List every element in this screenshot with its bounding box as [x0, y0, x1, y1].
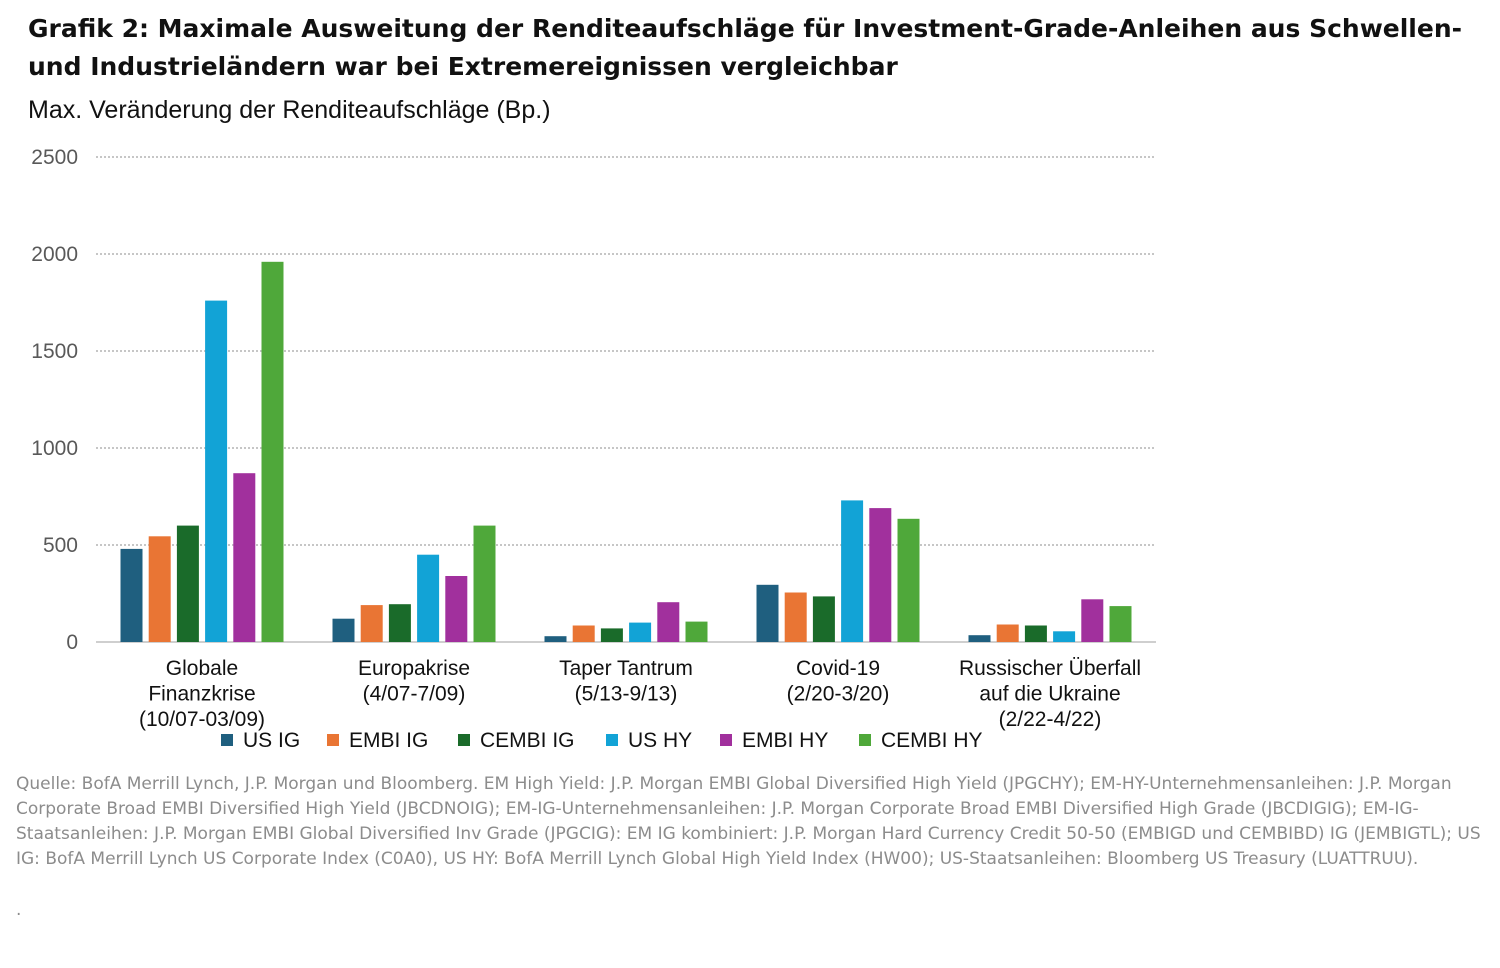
category-label: (5/13-9/13): [575, 683, 678, 706]
bar: [1053, 631, 1076, 642]
bar: [572, 625, 595, 642]
category-label: (2/22-4/22): [999, 708, 1102, 731]
bar: [996, 624, 1019, 642]
y-tick-label: 500: [43, 534, 78, 557]
y-axis-label: Max. Veränderung der Renditeaufschläge (…: [28, 96, 551, 124]
bar: [784, 592, 807, 642]
legend-label: CEMBI HY: [881, 729, 983, 752]
legend-swatch: [458, 734, 470, 746]
bar: [968, 635, 991, 642]
legend-swatch: [221, 734, 233, 746]
category-label: Finanzkrise: [148, 683, 255, 706]
category-labels: Globale Finanzkrise(10/07-03/09) Europakri…: [139, 657, 1141, 731]
trailing-mark: .: [16, 900, 22, 920]
legend-swatch: [859, 734, 871, 746]
bar: [869, 508, 892, 642]
y-tick-label: 1000: [31, 437, 78, 460]
y-axis-ticks: 0 500 1000 1500 2000 2500: [31, 146, 78, 654]
bar: [897, 518, 920, 642]
bar: [261, 261, 284, 642]
bars: [120, 261, 1132, 642]
legend-label: CEMBI IG: [480, 729, 575, 752]
y-tick-label: 1500: [31, 340, 78, 363]
bar: [812, 596, 835, 642]
bar: [332, 618, 355, 642]
bar: [1024, 625, 1047, 642]
legend-label: EMBI IG: [349, 729, 428, 752]
category-label: (10/07-03/09): [139, 708, 265, 731]
category-label: (4/07-7/09): [363, 683, 466, 706]
legend-swatch: [720, 734, 732, 746]
category-label: Taper Tantrum: [559, 657, 693, 680]
y-tick-label: 2000: [31, 243, 78, 266]
legend: US IG EMBI IG CEMBI IG US HY EMBI HY CEMBI HY: [221, 729, 983, 752]
bar: [417, 554, 440, 642]
bar: [544, 636, 567, 642]
category-label: auf die Ukraine: [979, 683, 1120, 706]
legend-label: US IG: [243, 729, 300, 752]
bar: [473, 525, 496, 642]
bar: [657, 602, 680, 642]
bar: [148, 536, 171, 642]
category-label: Globale: [166, 657, 238, 680]
y-tick-label: 0: [66, 631, 78, 654]
legend-swatch: [606, 734, 618, 746]
chart-title: Grafik 2: Maximale Ausweitung der Rendit…: [28, 14, 1463, 81]
bar: [685, 621, 708, 642]
bar: [120, 548, 143, 642]
bar: [176, 525, 199, 642]
bar: [360, 605, 383, 642]
source-note: Quelle: BofA Merrill Lynch, J.P. Morgan …: [16, 774, 1481, 869]
bar: [841, 500, 864, 642]
bar: [205, 300, 228, 642]
legend-label: US HY: [628, 729, 692, 752]
category-label: (2/20-3/20): [787, 683, 890, 706]
category-label: Europakrise: [358, 657, 470, 680]
bar: [1081, 599, 1104, 642]
bar: [233, 473, 256, 642]
bar: [1109, 606, 1132, 642]
bar: [600, 628, 623, 642]
y-tick-label: 2500: [31, 146, 78, 169]
legend-swatch: [327, 734, 339, 746]
bar: [756, 584, 779, 642]
bar: [629, 622, 652, 642]
bar: [388, 604, 411, 642]
bar: [445, 576, 468, 642]
category-label: Covid-19: [796, 657, 880, 680]
category-label: Russischer Überfall: [959, 657, 1141, 680]
legend-label: EMBI HY: [742, 729, 828, 752]
